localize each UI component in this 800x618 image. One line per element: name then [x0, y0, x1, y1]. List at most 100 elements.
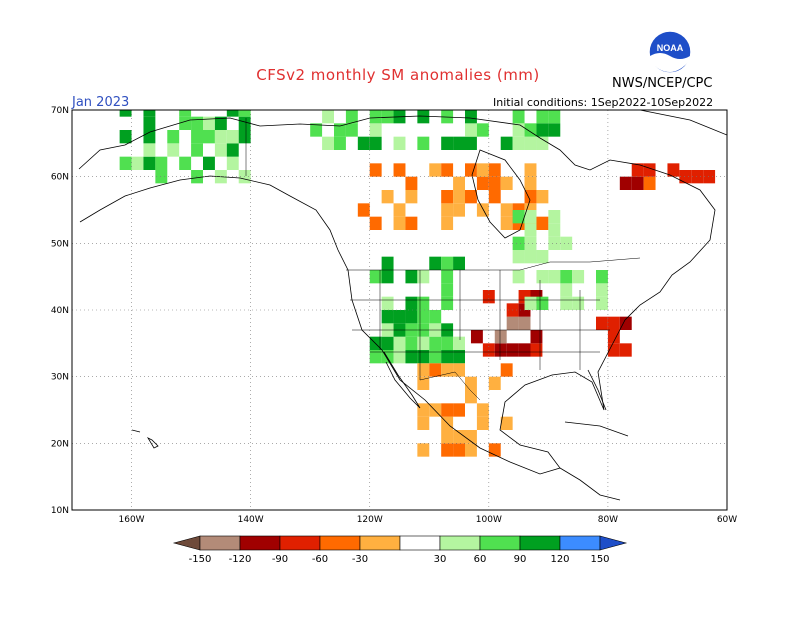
colorbar: -150 -120 -90 -60 -30 30 60 90 120 150	[172, 535, 628, 565]
anomaly-cell-arctic-canada-wet	[417, 136, 430, 150]
anomaly-cell-alaska-wet	[203, 156, 215, 170]
anomaly-cell-canada-mixed	[357, 203, 370, 217]
colorbar-segment	[359, 535, 401, 551]
anomaly-cell-great-basin-wet	[381, 256, 394, 270]
anomaly-cell-midwest-wet	[560, 296, 573, 310]
anomaly-cell-mexico-mixed	[476, 416, 489, 430]
anomaly-cell-great-basin-wet	[417, 350, 430, 364]
colorbar-label: -90	[272, 554, 288, 565]
anomaly-cell-great-basin-wet	[405, 296, 418, 310]
anomaly-cell-southern-plains-dry	[518, 316, 531, 330]
anomaly-cell-midwest-wet	[536, 270, 549, 284]
anomaly-cell-canada-mixed	[476, 203, 489, 217]
anomaly-cell-arctic-canada-wet	[524, 123, 537, 137]
anomaly-cell-hudson-wet	[548, 236, 561, 250]
anomaly-cell-midwest-wet	[560, 270, 573, 284]
anomaly-cell-arctic-canada-wet	[524, 136, 537, 150]
anomaly-cell-mexico-mixed	[500, 363, 513, 377]
anomaly-cell-great-basin-wet	[429, 256, 442, 270]
anomaly-cell-arctic-canada-wet	[310, 123, 323, 137]
anomaly-cell-mexico-mixed	[417, 416, 430, 430]
anomaly-cell-arctic-canada-wet	[548, 110, 561, 124]
anomaly-cell-mexico-mixed	[465, 443, 477, 457]
anomaly-cell-great-basin-wet	[417, 270, 430, 284]
colorbar-segment	[319, 535, 361, 551]
coastlines	[78, 110, 727, 501]
anomaly-cell-canada-mixed	[465, 190, 477, 204]
anomaly-cell-hudson-wet	[524, 223, 537, 237]
colorbar-label: -150	[189, 554, 212, 565]
anomaly-cell-alaska-wet	[214, 116, 227, 130]
noaa-logo: NOAA	[648, 30, 692, 74]
anomaly-cell-alaska-wet	[238, 116, 251, 130]
anomaly-cell-arctic-canada-wet	[417, 110, 430, 124]
anomaly-cell-arctic-canada-wet	[369, 136, 382, 150]
lat-tick-label: 20N	[51, 439, 69, 449]
colorbar-segment	[479, 535, 521, 551]
anomaly-cell-great-basin-wet	[405, 310, 418, 324]
anomaly-cell-alaska-wet	[203, 116, 215, 130]
anomaly-cell-midwest-wet	[512, 270, 525, 284]
anomaly-cell-southeast-coast-dry	[619, 316, 632, 330]
anomaly-cell-alaska-wet	[203, 130, 215, 144]
anomaly-cell-alaska-wet	[238, 130, 251, 144]
colorbar-label: 30	[434, 554, 447, 565]
anomaly-cell-canada-mixed	[393, 216, 406, 230]
colorbar-segment	[559, 535, 601, 551]
anomaly-cell-canada-mixed	[500, 176, 513, 190]
anomaly-cell-arctic-canada-wet	[357, 136, 370, 150]
anomaly-cell-southern-plains-dry	[470, 330, 483, 344]
anomaly-cell-alaska-wet	[143, 143, 156, 157]
anomaly-cell-southeast-coast-dry	[607, 316, 620, 330]
anomaly-cell-midwest-wet	[572, 296, 585, 310]
anomaly-cell-great-basin-wet	[417, 296, 430, 310]
anomaly-cell-mexico-mixed	[500, 416, 513, 430]
lon-tick-label: 140W	[238, 515, 264, 525]
anomaly-cell-mexico-mixed	[465, 376, 477, 390]
colorbar-label: -60	[312, 554, 328, 565]
anomaly-cell-southern-plains-dry	[506, 316, 519, 330]
lat-tick-label: 30N	[51, 373, 69, 383]
anomaly-cell-great-basin-wet	[405, 336, 418, 350]
colorbar-label: -30	[352, 554, 368, 565]
anomaly-cell-arctic-canada-wet	[345, 123, 358, 137]
anomaly-cell-alaska-wet	[179, 110, 192, 117]
anomaly-cell-great-basin-wet	[381, 336, 394, 350]
anomaly-cell-canada-mixed	[476, 163, 489, 177]
anomaly-cell-canada-mixed	[393, 203, 406, 217]
anomaly-cell-arctic-canada-wet	[381, 110, 394, 124]
anomaly-cell-southeast-coast-dry	[619, 343, 632, 357]
lat-tick-label: 40N	[51, 306, 69, 316]
anomaly-cell-canada-mixed	[453, 203, 465, 217]
anomaly-cell-hudson-wet	[512, 236, 525, 250]
anomaly-cell-quebec-dry	[643, 163, 656, 177]
anomaly-cell-alaska-wet	[226, 130, 239, 144]
anomaly-cell-hudson-wet	[560, 236, 573, 250]
anomaly-cell-mexico-mixed	[441, 403, 454, 417]
anomaly-cell-canada-mixed	[476, 176, 489, 190]
anomaly-cell-arctic-canada-wet	[393, 136, 406, 150]
lat-tick-label: 10N	[51, 506, 69, 516]
anomaly-cell-alaska-wet	[226, 156, 239, 170]
anomaly-cell-southern-plains-dry	[518, 290, 531, 304]
anomaly-cell-great-basin-wet	[393, 310, 406, 324]
lon-tick-label: 100W	[476, 515, 502, 525]
anomaly-cell-great-basin-wet	[369, 350, 382, 364]
anomaly-cell-hudson-wet	[524, 250, 537, 264]
anomaly-cell-mexico-mixed	[429, 403, 442, 417]
lat-tick-label: 50N	[51, 239, 69, 249]
anomaly-cell-great-basin-wet	[429, 350, 442, 364]
anomaly-cell-arctic-canada-wet	[322, 136, 334, 150]
anomaly-cell-southern-plains-dry	[530, 330, 543, 344]
anomaly-cell-great-basin-wet	[369, 270, 382, 284]
anomaly-cell-mexico-mixed	[453, 403, 465, 417]
lat-tick-label: 60N	[51, 173, 69, 183]
colorbar-segment	[279, 535, 321, 551]
anomaly-cell-hudson-wet	[536, 250, 549, 264]
anomaly-cell-alaska-wet	[119, 156, 132, 170]
anomaly-cell-midwest-wet	[524, 296, 537, 310]
anomaly-cell-mexico-mixed	[453, 443, 465, 457]
anomaly-cell-arctic-canada-wet	[369, 123, 382, 137]
anomaly-cell-canada-mixed	[369, 163, 382, 177]
anomaly-cell-arctic-canada-wet	[536, 110, 549, 124]
